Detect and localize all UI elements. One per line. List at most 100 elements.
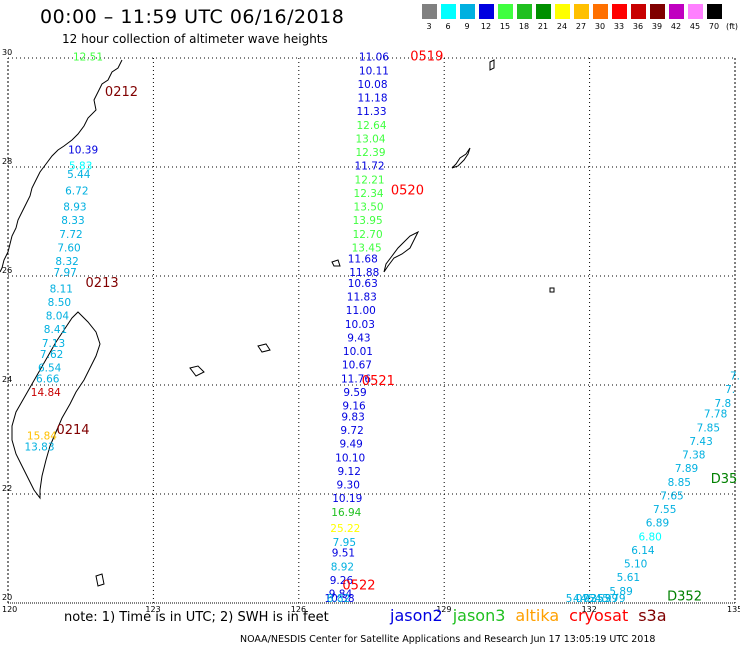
wave-height-value: 5.83 <box>69 161 92 173</box>
credit-line: NOAA/NESDIS Center for Satellite Applica… <box>240 634 656 645</box>
page-title: 00:00 – 11:59 UTC 06/16/2018 <box>40 6 345 28</box>
axis-labels: 120 123 126 129 132 135 30 28 26 24 22 20 <box>2 48 740 614</box>
pass-label: D352 <box>667 589 702 604</box>
scale-label: 15 <box>499 22 511 31</box>
scale-swatch <box>688 4 703 19</box>
wave-height-value: 8.41 <box>44 324 67 336</box>
wave-height-value: 5.07 <box>566 593 589 605</box>
wave-height-value: 7.13 <box>42 338 65 350</box>
scale-swatch <box>441 4 456 19</box>
footer-note: note: 1) Time is in UTC; 2) SWH is in fe… <box>64 610 329 625</box>
pass-labels: 0212 0213 0214 0519 0520 0521 0522 D352 D35 <box>56 50 737 605</box>
wave-height-value: 7.55 <box>653 504 676 516</box>
wave-height-value: 8.04 <box>46 311 70 323</box>
wave-height-value: 7. <box>730 371 740 383</box>
wave-height-value: 7.62 <box>40 349 63 361</box>
scale-swatch <box>593 4 608 19</box>
kume-island <box>331 259 341 267</box>
wave-height-value: 9.84 <box>329 589 353 601</box>
wave-height-value: 7.8 <box>715 398 732 410</box>
wave-height-value: 10.67 <box>342 360 372 372</box>
altimeter-tracks: 12.51 10.39 5.835.44 6.72 8.938.33 7.727.60 8.… <box>24 52 740 605</box>
wave-height-value: 10.39 <box>68 144 98 156</box>
wave-height-value: 13.95 <box>353 215 383 227</box>
wave-height-value: 9.16 <box>342 401 366 413</box>
wave-height-value: 5.79 <box>602 593 625 605</box>
wave-height-value: 13.83 <box>24 441 54 453</box>
wave-height-value: 10.01 <box>343 346 373 358</box>
scale-swatch <box>536 4 551 19</box>
wave-height-value: 10.63 <box>348 278 378 290</box>
wave-height-value: 13.04 <box>355 133 385 145</box>
wave-height-value: 7.97 <box>53 267 76 279</box>
scale-swatch <box>650 4 665 19</box>
map-grid <box>7 57 736 604</box>
wave-height-value: 6.66 <box>36 373 60 385</box>
lon-tick-label: 135 <box>727 605 740 614</box>
scale-swatch <box>479 4 494 19</box>
wave-height-value: 4.35 <box>580 593 603 605</box>
wave-height-value: 11.72 <box>355 161 385 173</box>
legend-item: s3a <box>638 606 667 625</box>
wave-height-value: 12.64 <box>356 120 386 132</box>
wave-height-value: 8.33 <box>61 215 84 227</box>
scale-swatch <box>517 4 532 19</box>
wave-height-value: 8.85 <box>668 477 691 489</box>
miyako-island <box>257 343 271 353</box>
scale-label: 42 <box>670 22 682 31</box>
wave-height-value: 6.54 <box>38 362 62 374</box>
wave-height-value: 4.99 <box>595 593 618 605</box>
pass-label: 0213 <box>86 276 119 291</box>
wave-height-value: 25.22 <box>330 523 360 535</box>
wave-height-value: 9.26 <box>330 575 354 587</box>
scale-label: 6 <box>445 22 451 31</box>
scale-label: 36 <box>632 22 644 31</box>
scale-swatch <box>574 4 589 19</box>
china-coast <box>0 59 123 273</box>
wave-height-value: 7.95 <box>333 537 356 549</box>
wave-height-value: 5.53 <box>588 593 611 605</box>
pass-label: 0522 <box>342 578 375 593</box>
wave-height-value: 6.72 <box>65 185 88 197</box>
scale-swatch <box>707 4 722 19</box>
wave-height-value: 13.45 <box>352 242 382 254</box>
wave-height-value: 6.89 <box>646 518 669 530</box>
wave-height-value: 14.84 <box>31 387 61 399</box>
scale-unit: (ft) <box>726 22 739 31</box>
wave-height-value: 8.11 <box>50 283 73 295</box>
wave-height-value: 8.92 <box>331 561 354 573</box>
wave-height-value: 9.49 <box>339 439 362 451</box>
wave-height-value: 8.50 <box>48 297 71 309</box>
scale-label: 30 <box>594 22 606 31</box>
scale-swatch <box>460 4 475 19</box>
wave-height-value: 12.34 <box>354 188 384 200</box>
wave-height-value: 9.30 <box>337 480 360 492</box>
wave-height-value: 5.61 <box>617 572 640 584</box>
tanegashima-island <box>489 59 495 71</box>
lat-tick-label: 20 <box>2 593 12 602</box>
wave-height-value: 5.44 <box>67 169 91 181</box>
wave-height-value: 9.43 <box>347 332 370 344</box>
pass-label: 0519 <box>410 50 443 65</box>
wave-height-value: 9.83 <box>341 411 364 423</box>
wave-height-value: 8.93 <box>63 202 86 214</box>
wave-height-value: 7.85 <box>697 422 720 434</box>
wave-height-value: 10.38 <box>324 593 354 605</box>
wave-height-value: 12.70 <box>353 229 383 241</box>
wave-height-value: 5.10 <box>624 559 647 571</box>
wave-height-value: 11.68 <box>348 253 378 265</box>
scale-swatch <box>669 4 684 19</box>
lon-tick-label: 126 <box>291 605 306 614</box>
wave-height-value: 12.39 <box>355 147 385 159</box>
wave-height-value: 7.38 <box>682 450 705 462</box>
wave-height-value: 11.88 <box>349 267 379 279</box>
scale-label: 27 <box>575 22 587 31</box>
scale-label: 39 <box>651 22 663 31</box>
scale-label: 3 <box>426 22 432 31</box>
pass-label: 0212 <box>105 85 138 100</box>
wave-height-value: 9.59 <box>343 387 366 399</box>
wave-height-value: 9.12 <box>338 466 361 478</box>
wave-height-value: 11.33 <box>356 106 386 118</box>
wave-height-value: 7.89 <box>675 463 698 475</box>
